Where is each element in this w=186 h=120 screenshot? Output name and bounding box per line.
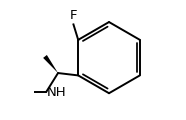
Polygon shape [43,55,58,73]
Text: F: F [70,9,77,22]
Text: NH: NH [47,86,66,99]
